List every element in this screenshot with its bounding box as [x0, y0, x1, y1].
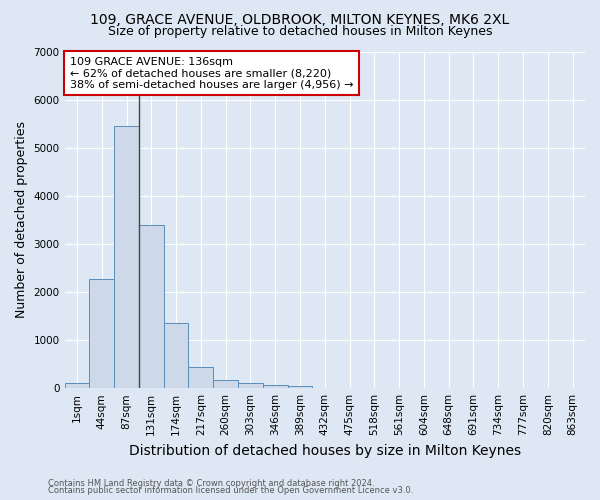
Bar	[287, 386, 313, 388]
Bar	[139, 224, 164, 388]
Text: 109, GRACE AVENUE, OLDBROOK, MILTON KEYNES, MK6 2XL: 109, GRACE AVENUE, OLDBROOK, MILTON KEYN…	[91, 12, 509, 26]
Text: Size of property relative to detached houses in Milton Keynes: Size of property relative to detached ho…	[108, 25, 492, 38]
Bar	[164, 323, 188, 388]
Bar	[263, 384, 287, 388]
X-axis label: Distribution of detached houses by size in Milton Keynes: Distribution of detached houses by size …	[129, 444, 521, 458]
Bar	[238, 384, 263, 388]
Bar	[89, 278, 114, 388]
Bar	[213, 380, 238, 388]
Y-axis label: Number of detached properties: Number of detached properties	[15, 122, 28, 318]
Text: Contains HM Land Registry data © Crown copyright and database right 2024.: Contains HM Land Registry data © Crown c…	[48, 478, 374, 488]
Text: 109 GRACE AVENUE: 136sqm
← 62% of detached houses are smaller (8,220)
38% of sem: 109 GRACE AVENUE: 136sqm ← 62% of detach…	[70, 56, 353, 90]
Bar	[188, 366, 213, 388]
Text: Contains public sector information licensed under the Open Government Licence v3: Contains public sector information licen…	[48, 486, 413, 495]
Bar	[114, 126, 139, 388]
Bar	[65, 384, 89, 388]
